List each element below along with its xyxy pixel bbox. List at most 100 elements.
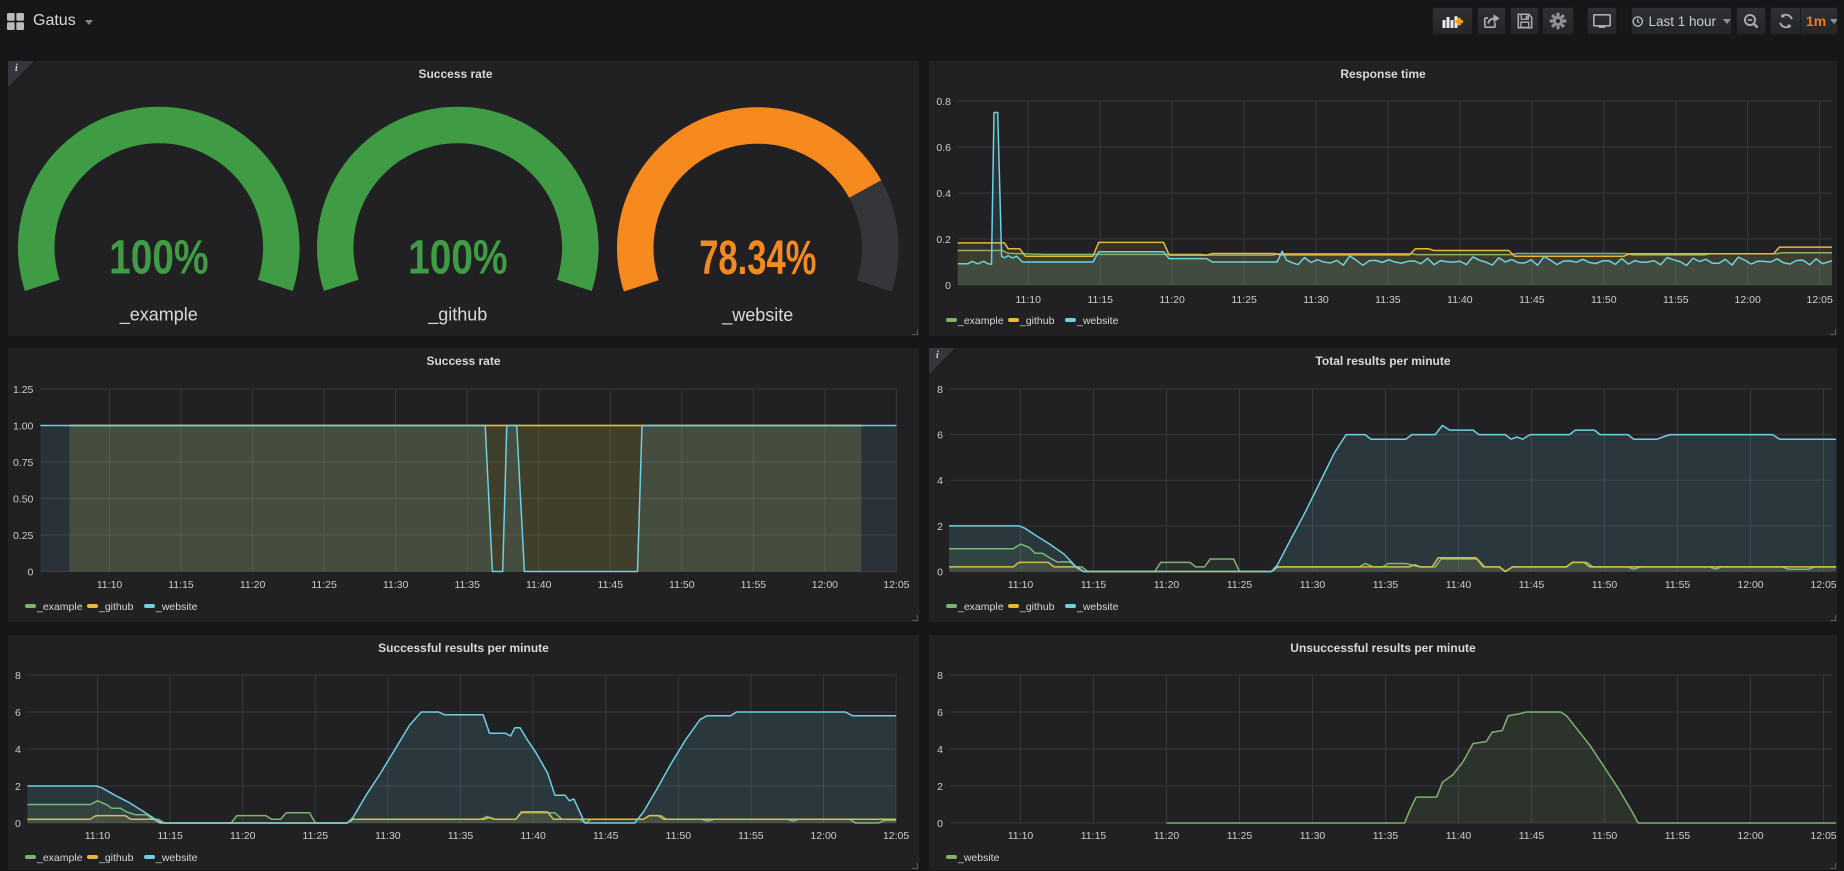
svg-text:100%: 100% <box>109 231 208 285</box>
svg-text:11:30: 11:30 <box>1303 294 1329 306</box>
svg-text:0.50: 0.50 <box>13 494 34 506</box>
svg-text:_website: _website <box>155 601 198 613</box>
svg-text:0: 0 <box>28 567 34 579</box>
svg-text:12:00: 12:00 <box>1737 579 1763 591</box>
svg-text:11:35: 11:35 <box>448 830 474 842</box>
svg-text:0.6: 0.6 <box>936 142 951 154</box>
svg-text:8: 8 <box>937 670 943 682</box>
svg-text:6: 6 <box>937 430 943 442</box>
svg-text:11:40: 11:40 <box>1446 830 1472 842</box>
svg-text:11:35: 11:35 <box>1373 579 1399 591</box>
svg-text:_example: _example <box>36 601 83 613</box>
svg-text:_website: _website <box>1076 315 1119 327</box>
svg-text:11:15: 11:15 <box>168 579 194 591</box>
svg-text:11:10: 11:10 <box>85 830 111 842</box>
svg-text:_example: _example <box>119 305 198 326</box>
svg-text:0.4: 0.4 <box>936 188 951 200</box>
svg-text:11:35: 11:35 <box>454 579 480 591</box>
svg-text:11:10: 11:10 <box>1015 294 1041 306</box>
svg-text:11:45: 11:45 <box>598 579 624 591</box>
svg-text:12:05: 12:05 <box>1810 830 1836 842</box>
svg-text:_example: _example <box>957 315 1004 327</box>
svg-text:_website: _website <box>1076 601 1119 613</box>
svg-text:8: 8 <box>937 384 943 396</box>
svg-text:12:05: 12:05 <box>883 830 909 842</box>
svg-text:_example: _example <box>957 601 1004 613</box>
svg-text:11:10: 11:10 <box>1008 579 1034 591</box>
svg-text:11:30: 11:30 <box>1300 579 1326 591</box>
svg-text:_github: _github <box>98 852 134 864</box>
svg-text:11:50: 11:50 <box>669 579 695 591</box>
svg-text:11:15: 11:15 <box>1081 830 1107 842</box>
svg-text:11:40: 11:40 <box>520 830 546 842</box>
svg-text:11:35: 11:35 <box>1375 294 1401 306</box>
svg-text:2: 2 <box>15 781 21 793</box>
svg-text:6: 6 <box>937 707 943 719</box>
svg-text:0.75: 0.75 <box>13 457 34 469</box>
svg-text:11:50: 11:50 <box>1592 579 1618 591</box>
svg-text:11:50: 11:50 <box>1592 830 1618 842</box>
svg-text:12:05: 12:05 <box>1810 579 1836 591</box>
svg-text:11:55: 11:55 <box>738 830 764 842</box>
svg-text:11:20: 11:20 <box>240 579 266 591</box>
svg-text:_github: _github <box>1019 315 1055 327</box>
svg-text:_github: _github <box>1019 601 1055 613</box>
svg-text:12:00: 12:00 <box>810 830 836 842</box>
svg-text:11:40: 11:40 <box>1447 294 1473 306</box>
svg-text:11:20: 11:20 <box>1159 294 1185 306</box>
svg-text:11:25: 11:25 <box>1227 830 1253 842</box>
svg-text:11:40: 11:40 <box>526 579 552 591</box>
svg-text:12:05: 12:05 <box>1807 294 1833 306</box>
svg-text:12:00: 12:00 <box>812 579 838 591</box>
svg-text:8: 8 <box>15 670 21 682</box>
svg-text:12:05: 12:05 <box>883 579 909 591</box>
svg-text:_website: _website <box>155 852 198 864</box>
svg-text:11:45: 11:45 <box>1519 830 1545 842</box>
svg-text:11:20: 11:20 <box>230 830 256 842</box>
svg-text:12:00: 12:00 <box>1735 294 1761 306</box>
svg-text:6: 6 <box>15 707 21 719</box>
svg-text:11:45: 11:45 <box>1519 579 1545 591</box>
svg-text:11:15: 11:15 <box>157 830 183 842</box>
svg-text:_github: _github <box>427 305 487 326</box>
svg-text:11:35: 11:35 <box>1373 830 1399 842</box>
svg-text:11:50: 11:50 <box>1591 294 1617 306</box>
svg-text:11:55: 11:55 <box>1665 830 1691 842</box>
svg-text:0.8: 0.8 <box>936 96 951 108</box>
svg-text:11:30: 11:30 <box>383 579 409 591</box>
svg-text:0: 0 <box>937 567 943 579</box>
svg-text:4: 4 <box>937 475 943 487</box>
svg-text:1.25: 1.25 <box>13 384 34 396</box>
svg-text:11:45: 11:45 <box>1519 294 1545 306</box>
svg-text:11:20: 11:20 <box>1154 830 1180 842</box>
svg-text:11:15: 11:15 <box>1087 294 1113 306</box>
svg-text:0: 0 <box>937 818 943 830</box>
svg-text:11:10: 11:10 <box>1008 830 1034 842</box>
svg-text:0: 0 <box>945 280 951 292</box>
svg-text:_example: _example <box>36 852 83 864</box>
svg-text:78.34%: 78.34% <box>699 230 816 284</box>
svg-text:_website: _website <box>957 852 1000 864</box>
svg-text:_website: _website <box>721 305 793 326</box>
svg-text:11:15: 11:15 <box>1081 579 1107 591</box>
svg-text:100%: 100% <box>408 231 507 285</box>
svg-text:11:25: 11:25 <box>1227 579 1253 591</box>
svg-text:2: 2 <box>937 521 943 533</box>
svg-text:4: 4 <box>15 744 21 756</box>
svg-text:11:20: 11:20 <box>1154 579 1180 591</box>
svg-text:11:55: 11:55 <box>1665 579 1691 591</box>
svg-text:11:25: 11:25 <box>1231 294 1257 306</box>
svg-text:11:55: 11:55 <box>1663 294 1689 306</box>
svg-text:0.2: 0.2 <box>936 234 951 246</box>
svg-text:11:50: 11:50 <box>666 830 692 842</box>
svg-text:11:30: 11:30 <box>375 830 401 842</box>
svg-text:11:10: 11:10 <box>97 579 123 591</box>
svg-text:11:25: 11:25 <box>311 579 337 591</box>
svg-text:0.25: 0.25 <box>13 530 34 542</box>
svg-text:11:55: 11:55 <box>741 579 767 591</box>
svg-text:4: 4 <box>937 744 943 756</box>
svg-text:0: 0 <box>15 818 21 830</box>
svg-text:11:40: 11:40 <box>1446 579 1472 591</box>
svg-text:11:25: 11:25 <box>303 830 329 842</box>
svg-text:11:30: 11:30 <box>1300 830 1326 842</box>
